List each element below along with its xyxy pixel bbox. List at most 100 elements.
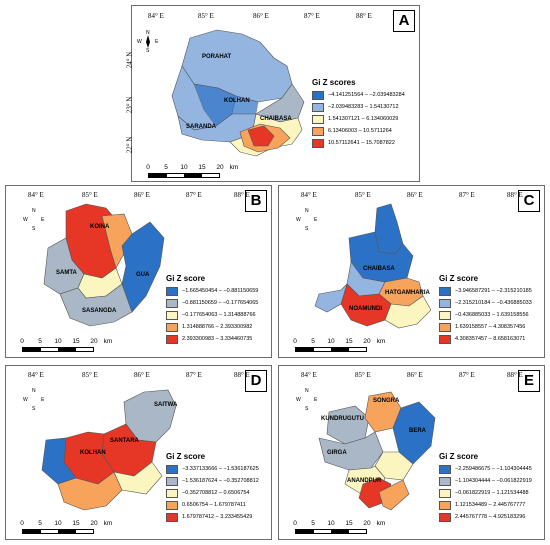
legend-item: −0.177654063 – 1.314888766 — [166, 310, 258, 320]
choropleth-map-e: KUNDRUGUTU SONGRA BERA GIRGA ANANDPUR — [318, 391, 436, 511]
region-label-santara: SANTARA — [110, 438, 140, 444]
legend-swatch — [439, 298, 451, 308]
region-label-kolhan: KOLHAN — [224, 98, 250, 104]
legend-label: 1.541307121 – 6.134060029 — [328, 116, 399, 122]
legend-title: Gi Z score — [439, 274, 479, 283]
legend-item: 1.639158557 – 4.308357456 — [439, 322, 532, 332]
lon-label: 88° E — [356, 12, 372, 20]
lon-label: 84° E — [301, 191, 317, 199]
legend-label: −4.141251564 – −2.039483284 — [328, 92, 405, 98]
legend-label: −3.946587291 – −2.315210185 — [455, 288, 532, 294]
legend-label: 2.445767778 – 4.925183296 — [455, 514, 526, 520]
legend-item: −3.946587291 – −2.315210185 — [439, 286, 532, 296]
legend-label: 6.13406003 – 10.5711264 — [328, 128, 392, 134]
lon-label: 85° E — [82, 371, 98, 379]
lon-label: 84° E — [148, 12, 164, 20]
legend-e: Gi Z score −2.259486675 – −1.104304445 −… — [439, 452, 532, 524]
legend-swatch — [166, 298, 178, 308]
legend-swatch — [312, 126, 324, 136]
legend-label: −1.536187624 – −0.352708812 — [182, 478, 259, 484]
lon-label: 85° E — [82, 191, 98, 199]
legend-label: −0.177654063 – 1.314888766 — [182, 312, 256, 318]
legend-d: Gi Z score −3.337133666 – −1.536187625 −… — [166, 452, 259, 524]
region-label-kundrugutu: KUNDRUGUTU — [321, 416, 364, 422]
legend-item: 4.308357457 – 8.658163071 — [439, 334, 532, 344]
region-label-porahat: PORAHAT — [202, 54, 232, 60]
region-label-chaibasa: CHAIBASA — [260, 116, 292, 122]
legend-label: 4.308357457 – 8.658163071 — [455, 336, 526, 342]
legend-item: 1.679787412 – 3.233455429 — [166, 512, 259, 522]
legend-label: −0.436885033 – 1.639158556 — [455, 312, 529, 318]
legend-item: 1.541307121 – 6.134060029 — [312, 114, 405, 124]
panel-b: B 84° E 85° E 86° E 87° E 88° E N W E S … — [5, 185, 272, 358]
region-label-kolhan: KOLHAN — [80, 450, 106, 456]
legend-item: −3.337133666 – −1.536187625 — [166, 464, 259, 474]
region-label-noamundi: NOAMUNDI — [349, 306, 382, 312]
region-label-bera: BERA — [409, 428, 427, 434]
lon-label: 86° E — [253, 12, 269, 20]
legend-label: −2.039483283 – 1.54130712 — [328, 104, 399, 110]
legend-item: 2.445767778 – 4.925183296 — [439, 512, 532, 522]
lon-label: 87° E — [304, 12, 320, 20]
legend-item: 6.13406003 – 10.5711264 — [312, 126, 405, 136]
lon-label: 88° E — [507, 191, 523, 199]
legend-label: −2.259486675 – −1.104304445 — [455, 466, 532, 472]
region-label-girga: GIRGA — [327, 450, 347, 456]
choropleth-map-b: KOINA SAMTA GUA SASANGDA — [43, 203, 165, 327]
region-label-samta: SAMTA — [56, 270, 78, 276]
lon-label: 84° E — [28, 191, 44, 199]
lon-label: 84° E — [301, 371, 317, 379]
panel-d: D 84° E 85° E 86° E 87° E 88° E N W E S … — [5, 365, 272, 540]
lon-label: 85° E — [198, 12, 214, 20]
legend-item: −0.436885033 – 1.639158556 — [439, 310, 532, 320]
lon-label: 85° E — [355, 371, 371, 379]
legend-label: 1.121534489 – 2.445767777 — [455, 502, 526, 508]
panel-label-a: A — [393, 10, 415, 32]
scale-bar: 0 5 10 15 20 km — [293, 520, 385, 534]
legend-swatch — [439, 476, 451, 486]
legend-swatch — [439, 286, 451, 296]
region-label-chaibasa: CHAIBASA — [363, 266, 395, 272]
legend-label: 2.393300983 – 3.334460735 — [182, 336, 253, 342]
legend-title: Gi Z score — [166, 452, 206, 461]
region-label-gua: GUA — [136, 272, 150, 278]
legend-item: −2.315210184 – −0.436885033 — [439, 298, 532, 308]
legend-b: Gi Z score −1.665450454 – −0.881150659 −… — [166, 274, 258, 346]
north-arrow: N W E S — [137, 30, 159, 54]
lon-label: 87° E — [459, 371, 475, 379]
legend-title: Gi Z scores — [312, 78, 356, 87]
lon-label: 86° E — [134, 191, 150, 199]
legend-item: −4.141251564 – −2.039483284 — [312, 90, 405, 100]
choropleth-map-d: SAITWA SANTARA KOLHAN — [41, 389, 178, 511]
choropleth-map-c: CHAIBASA HATGAMHARIA NOAMUNDI — [314, 203, 432, 329]
legend-label: −0.061822919 – 1.121534488 — [455, 490, 529, 496]
legend-swatch — [166, 334, 178, 344]
legend-item: −0.881150659 – −0.177654065 — [166, 298, 258, 308]
region-label-hatgamharia: HATGAMHARIA — [385, 290, 431, 296]
legend-swatch — [439, 310, 451, 320]
scale-bar: 0 5 10 15 20 km — [20, 520, 112, 534]
lon-label: 84° E — [28, 371, 44, 379]
panel-label-c: C — [518, 190, 540, 212]
legend-swatch — [166, 310, 178, 320]
legend-swatch — [166, 322, 178, 332]
region-label-koina: KOINA — [90, 224, 110, 230]
legend-item: −0.061822919 – 1.121534488 — [439, 488, 532, 498]
panel-label-d: D — [245, 370, 267, 392]
panel-c: C 84° E 85° E 86° E 87° E 88° E N W E S … — [278, 185, 545, 358]
choropleth-map-a: PORAHAT KOLHAN SARANDA CHAIBASA — [171, 29, 305, 157]
scale-bar: 0 5 10 15 20 km — [20, 338, 112, 352]
legend-swatch — [312, 102, 324, 112]
legend-label: 10.57112641 – 15.7087822 — [328, 140, 395, 146]
legend-item: 10.57112641 – 15.7087822 — [312, 138, 405, 148]
legend-label: −0.881150659 – −0.177654065 — [182, 300, 259, 306]
north-arrow: N W E S — [296, 388, 318, 412]
lon-label: 86° E — [407, 191, 423, 199]
lon-label: 87° E — [459, 191, 475, 199]
legend-title: Gi Z score — [166, 274, 206, 283]
scale-bar: 0 5 10 15 20 km — [293, 338, 385, 352]
legend-label: −1.665450454 – −0.881150659 — [182, 288, 259, 294]
legend-label: −0.352708812 – 0.6506754 — [182, 490, 250, 496]
legend-label: 1.314888766 – 2.393300982 — [182, 324, 253, 330]
lon-label: 86° E — [407, 371, 423, 379]
